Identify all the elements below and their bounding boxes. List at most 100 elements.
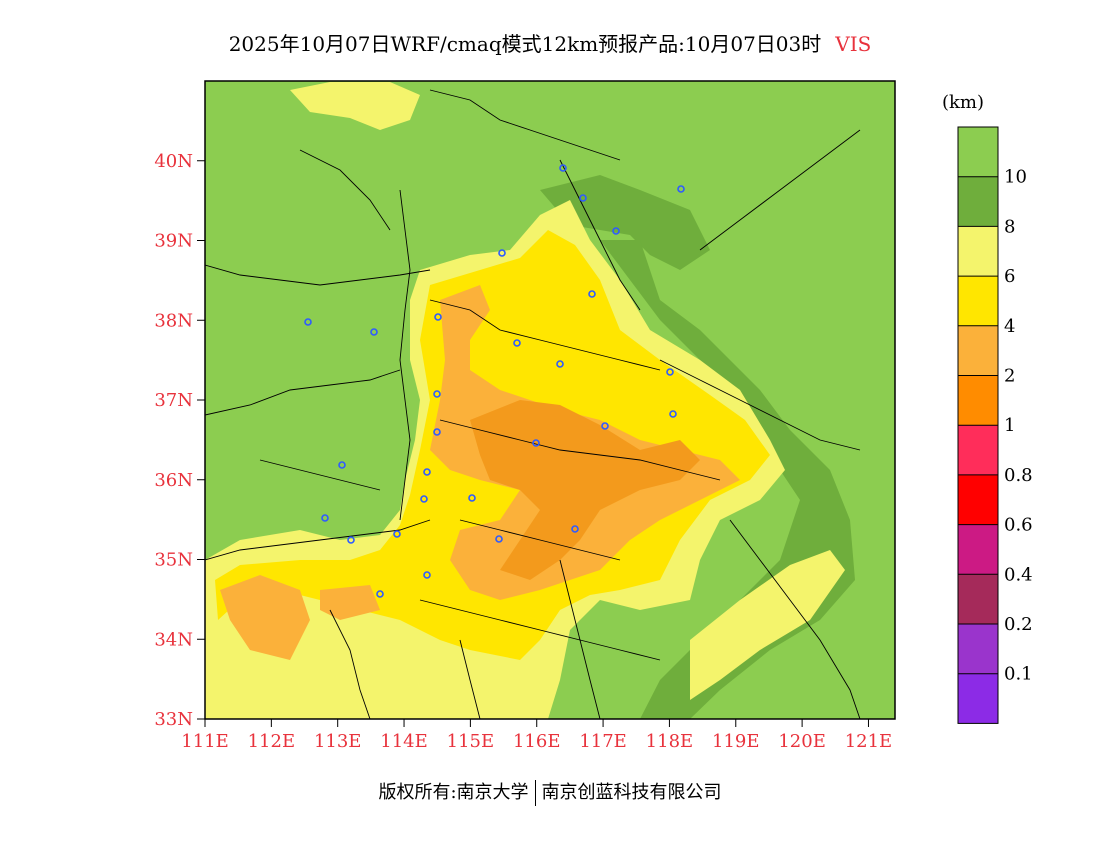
station-marker [513,339,521,347]
border-line [299,149,391,231]
border-line [559,159,641,311]
station-marker [495,535,503,543]
border-line [459,519,621,561]
legend-swatch [958,673,998,724]
station-marker [304,318,312,326]
lon-tick-label: 116E [513,731,561,752]
border-line [205,519,431,561]
station-marker [612,227,620,235]
lon-tick-label: 121E [845,731,893,752]
station-marker [393,530,401,538]
lat-tick-label: 39N [154,231,193,252]
lat-tick-label: 38N [154,310,193,331]
border-line [659,359,861,451]
station-marker [468,494,476,502]
footer-separator [534,780,536,806]
field-8to10-north [540,175,710,270]
station-marker [434,313,442,321]
field-2to4-west [220,575,310,660]
lon-tick-label: 112E [248,731,296,752]
station-marker [423,571,431,579]
legend-swatch [958,624,998,674]
legend-swatch [958,375,998,426]
border-line [419,599,661,661]
border-line [729,519,861,719]
legend-swatch [958,325,998,376]
station-marker [532,439,540,447]
latitude-axis: 40N 39N 38N 37N 36N 35N 34N 33N [154,151,205,730]
legend-label: 0.1 [1004,664,1033,685]
station-marker [666,368,674,376]
station-marker [556,360,564,368]
lon-tick-label: 111E [181,731,229,752]
footer-right: 南京创蓝科技有限公司 [541,782,722,803]
legend-label: 6 [1004,266,1015,287]
legend-swatch [958,574,998,624]
lon-tick-label: 119E [712,731,760,752]
legend-swatch [958,524,998,575]
station-marker [669,410,677,418]
station-marker [338,461,346,469]
lat-tick-label: 40N [154,151,193,172]
legend-label: 2 [1004,366,1015,387]
province-borders [205,89,861,719]
lat-tick-label: 33N [154,709,193,730]
legend-label: 10 [1004,167,1027,188]
lat-tick-label: 37N [154,390,193,411]
legend-swatch [958,474,998,525]
station-marker [433,428,441,436]
border-line [429,299,661,371]
station-marker [498,249,506,257]
lat-tick-label: 35N [154,550,193,571]
legend-swatch [958,276,998,326]
title-main: 2025年10月07日WRF/cmaq模式12km预报产品:10月07日03时 [228,32,822,56]
footer-left: 版权所有:南京大学 [378,782,529,803]
legend-label: 4 [1004,316,1015,337]
lon-tick-label: 114E [380,731,428,752]
map-title: 2025年10月07日WRF/cmaq模式12km预报产品:10月07日03时 V… [0,28,1100,57]
lon-tick-label: 115E [447,731,495,752]
legend-label: 0.2 [1004,614,1033,635]
lat-tick-label: 34N [154,629,193,650]
city-stations [304,164,685,598]
legend-unit: (km) [942,92,984,113]
border-line [699,129,861,251]
legend-swatch [958,176,998,227]
color-legend: 10 8 6 4 2 1 0.8 0.6 0.4 0.2 0.1 [957,126,1033,724]
legend-swatch [958,127,998,177]
lon-tick-label: 117E [579,731,627,752]
station-marker [376,590,384,598]
border-line [205,264,431,286]
lon-tick-label: 113E [314,731,362,752]
legend-swatch [958,425,998,475]
station-marker [677,185,685,193]
border-line [259,459,381,491]
station-marker [321,514,329,522]
legend-label: 1 [1004,415,1015,436]
visibility-field [205,81,895,719]
lon-tick-label: 118E [646,731,694,752]
legend-label: 0.4 [1004,564,1033,585]
border-line [205,369,401,416]
border-line [429,89,621,161]
station-marker [571,525,579,533]
legend-label: 0.8 [1004,465,1033,486]
station-marker [347,536,355,544]
station-marker [370,328,378,336]
field-1to2-core [470,400,700,580]
station-marker [423,468,431,476]
border-line [329,609,371,719]
border-line [559,559,601,719]
border-line [399,189,411,521]
station-marker [433,390,441,398]
border-line [439,419,721,481]
station-marker [559,164,567,172]
station-marker [420,495,428,503]
field-6to8-nw [290,82,420,130]
lon-tick-label: 120E [778,731,826,752]
copyright-footer: 版权所有:南京大学 南京创蓝科技有限公司 [0,778,1100,806]
title-variable: VIS [835,32,872,56]
border-line [459,639,481,719]
station-marker [601,422,609,430]
